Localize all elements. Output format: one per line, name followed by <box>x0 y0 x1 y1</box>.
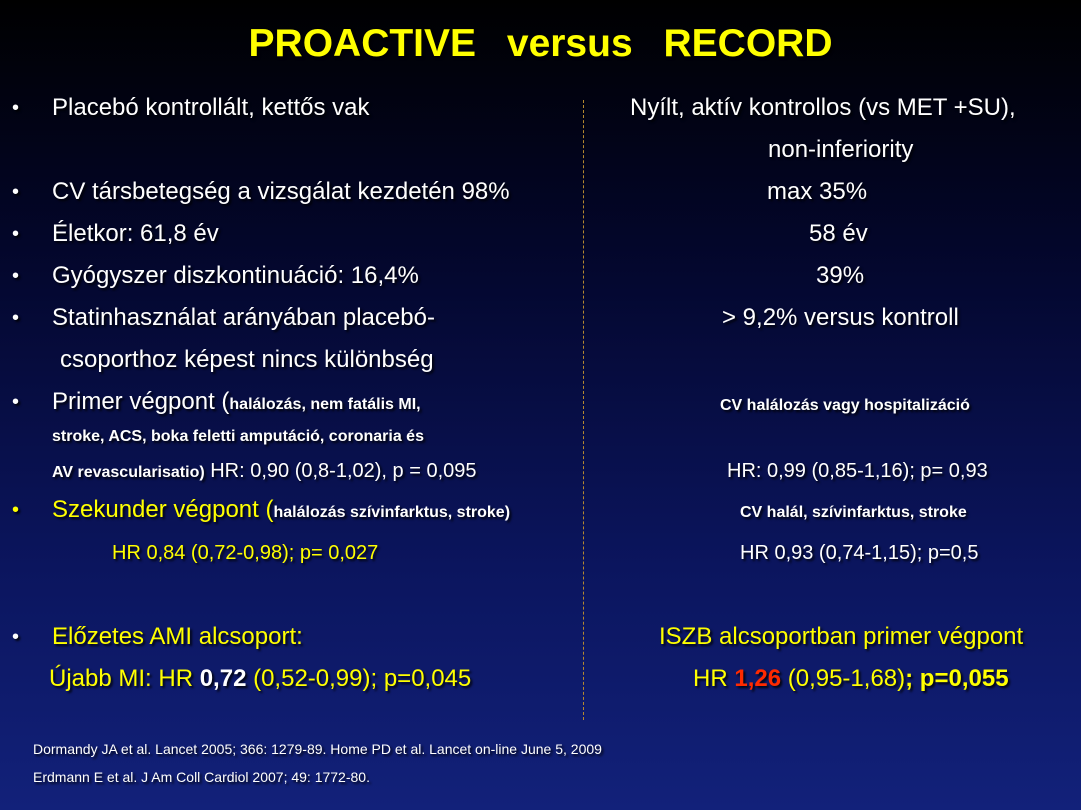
ami-hr-value: 0,72 <box>199 665 247 692</box>
right-secondary-endpoint-hr: HR 0,93 (0,74-1,15); p=0,5 <box>740 542 979 564</box>
right-ihd-subgroup-hr: HR 1,26 (0,95-1,68); p=0,055 <box>693 665 1009 693</box>
left-statin-use-cont: csoporthoz képest nincs különbség <box>60 346 434 373</box>
bullet-icon: • <box>12 97 20 119</box>
right-secondary-endpoint: CV halál, szívinfarktus, stroke <box>740 504 967 521</box>
slide-title: PROACTIVE versus RECORD <box>248 22 833 65</box>
primary-endpoint-hr-value: HR: 0,90 (0,8-1,02), p = 0,095 <box>204 460 477 482</box>
primary-endpoint-label: Primer végpont ( <box>52 388 230 415</box>
primary-endpoint-detail-cont: stroke, ACS, boka feletti amputáció, cor… <box>52 428 424 445</box>
left-age: Életkor: 61,8 év <box>52 220 219 247</box>
bullet-icon: • <box>12 265 20 287</box>
ami-hr-label: Újabb MI: HR <box>49 665 200 692</box>
primary-endpoint-hr: AV revascularisatio) HR: 0,90 (0,8-1,02)… <box>52 460 477 483</box>
column-divider <box>583 100 584 720</box>
right-ihd-subgroup: ISZB alcsoportban primer végpont <box>659 623 1024 650</box>
left-cv-comorbidity: CV társbetegség a vizsgálat kezdetén 98% <box>52 178 510 205</box>
right-cv-comorbidity: max 35% <box>767 178 868 205</box>
left-placebo-controlled: Placebó kontrollált, kettős vak <box>52 94 370 121</box>
ami-hr-ci: (0,52-0,99); p=0,045 <box>246 665 472 692</box>
right-statin-use: > 9,2% versus kontroll <box>722 304 959 331</box>
ihd-hr-label: HR <box>693 665 735 692</box>
bullet-icon: • <box>12 223 20 245</box>
left-statin-use: Statinhasználat arányában placebó- <box>52 304 435 331</box>
right-discontinuation: 39% <box>816 262 865 289</box>
bullet-icon: • <box>12 391 20 413</box>
left-ami-subgroup-hr: Újabb MI: HR 0,72 (0,52-0,99); p=0,045 <box>49 665 471 693</box>
bullet-icon: • <box>12 626 20 648</box>
left-primary-endpoint: Primer végpont (halálozás, nem fatális M… <box>52 388 421 416</box>
bullet-icon: • <box>12 307 20 329</box>
primary-endpoint-detail: halálozás, nem fatális MI, <box>229 396 421 413</box>
reference-2: Erdmann E et al. J Am Coll Cardiol 2007;… <box>33 769 370 785</box>
bullet-icon: • <box>12 181 20 203</box>
bullet-icon: • <box>12 499 20 521</box>
primary-endpoint-detail-end: AV revascularisatio) <box>52 464 205 481</box>
right-primary-endpoint-hr: HR: 0,99 (0,85-1,16); p= 0,93 <box>727 460 988 482</box>
right-non-inferiority: non-inferiority <box>768 136 914 163</box>
secondary-endpoint-detail: halálozás szívinfarktus, stroke) <box>273 504 511 521</box>
right-primary-endpoint: CV halálozás vagy hospitalizáció <box>720 397 970 414</box>
right-open-active-controlled: Nyílt, aktív kontrollos (vs MET +SU), <box>630 94 1016 121</box>
ihd-hr-value: 1,26 <box>734 665 782 692</box>
right-age: 58 év <box>809 220 868 247</box>
secondary-endpoint-label: Szekunder végpont ( <box>52 496 274 523</box>
ihd-hr-ci: (0,95-1,68) <box>781 665 906 692</box>
reference-1: Dormandy JA et al. Lancet 2005; 366: 127… <box>33 741 602 757</box>
left-ami-subgroup: Előzetes AMI alcsoport: <box>52 623 303 650</box>
left-secondary-endpoint: Szekunder végpont (halálozás szívinfarkt… <box>52 496 510 524</box>
left-secondary-endpoint-hr: HR 0,84 (0,72-0,98); p= 0,027 <box>112 542 379 564</box>
ihd-hr-p: ; p=0,055 <box>905 665 1009 692</box>
left-discontinuation: Gyógyszer diszkontinuáció: 16,4% <box>52 262 419 289</box>
